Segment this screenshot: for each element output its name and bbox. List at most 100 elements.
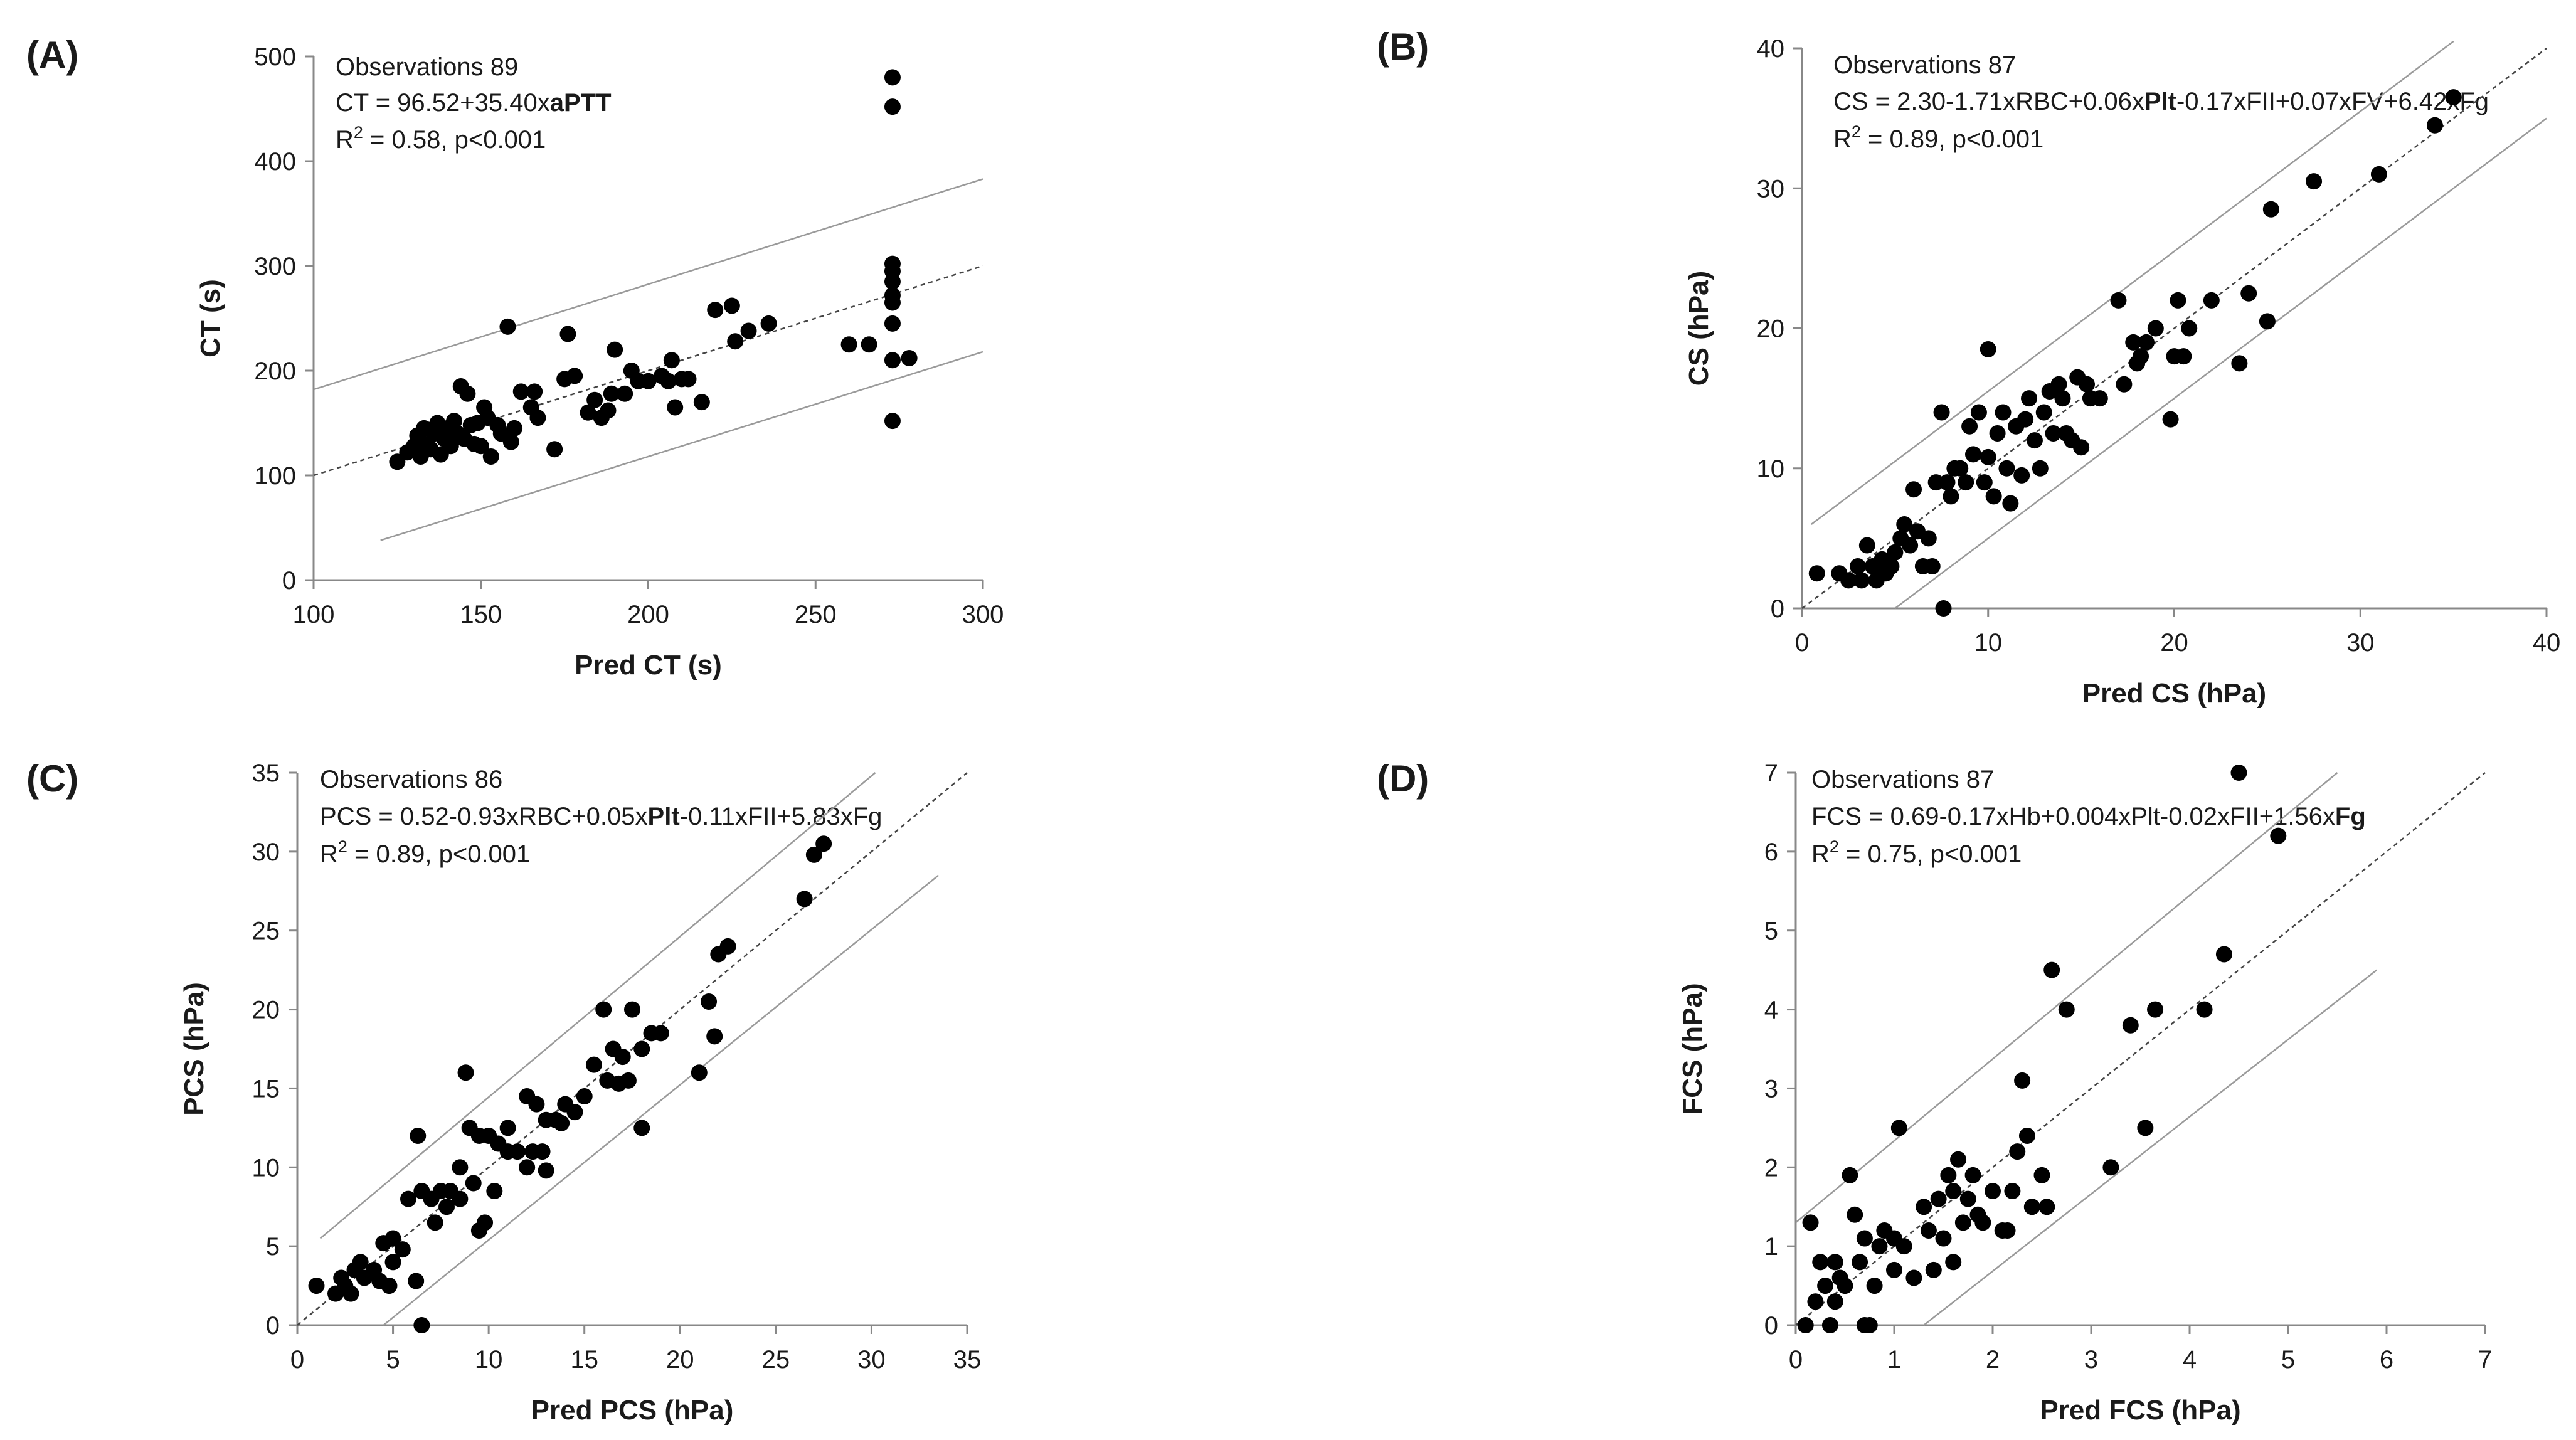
data-point	[1945, 1254, 1962, 1271]
data-point	[2445, 89, 2462, 106]
data-point	[620, 1072, 637, 1089]
data-point	[1802, 1214, 1819, 1231]
data-point	[2026, 432, 2043, 449]
panel-label: (A)	[26, 34, 78, 76]
data-point	[438, 1199, 455, 1215]
x-tick-label: 3	[2084, 1346, 2098, 1374]
x-tick-label: 20	[666, 1346, 694, 1374]
data-point	[482, 448, 499, 465]
data-point	[1939, 474, 1956, 491]
data-point	[1943, 488, 1959, 505]
data-point	[2058, 1001, 2075, 1018]
equation-bold: Fg	[2335, 803, 2366, 830]
x-tick-label: 100	[293, 601, 335, 628]
data-point	[1847, 1206, 1863, 1223]
x-tick-label: 7	[2478, 1346, 2492, 1374]
annotation-r2: R2 = 0.89, p<0.001	[320, 837, 530, 868]
data-point	[1840, 572, 1857, 589]
data-point	[719, 938, 736, 955]
y-tick-label: 100	[254, 462, 296, 490]
data-point	[1850, 558, 1867, 575]
y-axis-title: CT (s)	[195, 279, 226, 357]
r2-superscript: 2	[1830, 837, 1839, 856]
data-point	[457, 1064, 474, 1081]
data-point	[884, 294, 901, 311]
x-tick-label: 30	[2346, 629, 2375, 657]
data-point	[2033, 1167, 2050, 1183]
data-point	[486, 1183, 503, 1200]
y-tick-label: 35	[252, 760, 280, 787]
x-tick-label: 250	[795, 601, 837, 628]
annotation-r2: R2 = 0.75, p<0.001	[1811, 837, 2022, 868]
data-point	[1940, 1167, 1957, 1183]
data-point	[384, 1254, 401, 1271]
data-point	[1826, 1293, 1843, 1310]
data-point	[663, 352, 680, 369]
y-tick-label: 20	[1757, 315, 1785, 343]
equation-post: -0.11xFII+5.83xFg	[680, 803, 883, 830]
data-point	[2014, 1072, 2031, 1089]
fit-line	[1801, 48, 2547, 609]
equation-plain: CT = 96.52+35.40x	[336, 89, 550, 117]
fit-line	[297, 772, 968, 1326]
data-point	[506, 420, 523, 437]
data-point	[2009, 1143, 2026, 1160]
data-point	[472, 438, 489, 455]
data-point	[840, 336, 857, 353]
data-point	[1866, 1278, 1883, 1294]
r2-rest: = 0.58, p<0.001	[363, 126, 546, 154]
data-point	[1924, 558, 1941, 575]
data-point	[576, 1088, 593, 1105]
annotation-r2: R2 = 0.58, p<0.001	[336, 123, 546, 154]
data-point	[1995, 404, 2012, 421]
y-tick-label: 30	[252, 839, 280, 866]
data-point	[1861, 1317, 1878, 1333]
data-point	[1853, 572, 1870, 589]
data-point	[2073, 439, 2090, 456]
equation-pre: PCS = 0.52-0.93xRBC+0.05x	[320, 803, 648, 830]
data-point	[452, 1159, 469, 1176]
data-point	[2038, 1199, 2055, 1215]
data-point	[2370, 166, 2387, 183]
data-point	[2032, 460, 2049, 477]
data-point	[614, 1049, 631, 1066]
data-point	[452, 1190, 469, 1207]
data-point	[2091, 390, 2108, 407]
x-tick-label: 40	[2533, 629, 2561, 657]
fit-line	[1795, 772, 2486, 1326]
data-point	[586, 391, 603, 408]
data-point	[884, 352, 901, 369]
panel-c: (C) Observations 86 PCS = 0.52-0.93xRBC+…	[26, 758, 981, 1426]
r2-superscript: 2	[354, 123, 363, 142]
data-point	[2231, 355, 2248, 372]
r2-prefix: R	[336, 126, 354, 154]
data-point	[1886, 1261, 1902, 1278]
data-point	[499, 1120, 516, 1136]
data-point	[1837, 1278, 1853, 1294]
data-point	[502, 433, 519, 450]
data-point	[2215, 946, 2232, 963]
data-point	[459, 385, 476, 402]
data-point	[640, 373, 657, 389]
panel-label: (C)	[26, 758, 78, 800]
y-tick-label: 5	[266, 1233, 280, 1261]
data-point	[2147, 320, 2164, 337]
data-point	[308, 1278, 325, 1294]
data-point	[526, 383, 543, 400]
data-point	[1920, 530, 1937, 547]
r2-superscript: 2	[1852, 122, 1861, 141]
data-point	[1964, 1167, 1981, 1183]
data-point	[1961, 418, 1978, 435]
data-point	[1925, 1261, 1942, 1278]
data-point	[815, 835, 832, 852]
data-point	[512, 383, 529, 400]
equation-post: -0.17xFII+0.07xFV+6.42xFg	[2176, 88, 2489, 115]
data-point	[2138, 334, 2155, 351]
data-point	[1930, 1190, 1947, 1207]
data-point	[701, 993, 718, 1010]
y-tick-label: 400	[254, 148, 296, 176]
y-tick-label: 6	[1764, 839, 1778, 866]
r2-rest: = 0.89, p<0.001	[347, 840, 530, 868]
data-point	[2116, 376, 2133, 393]
data-point	[2043, 961, 2060, 978]
